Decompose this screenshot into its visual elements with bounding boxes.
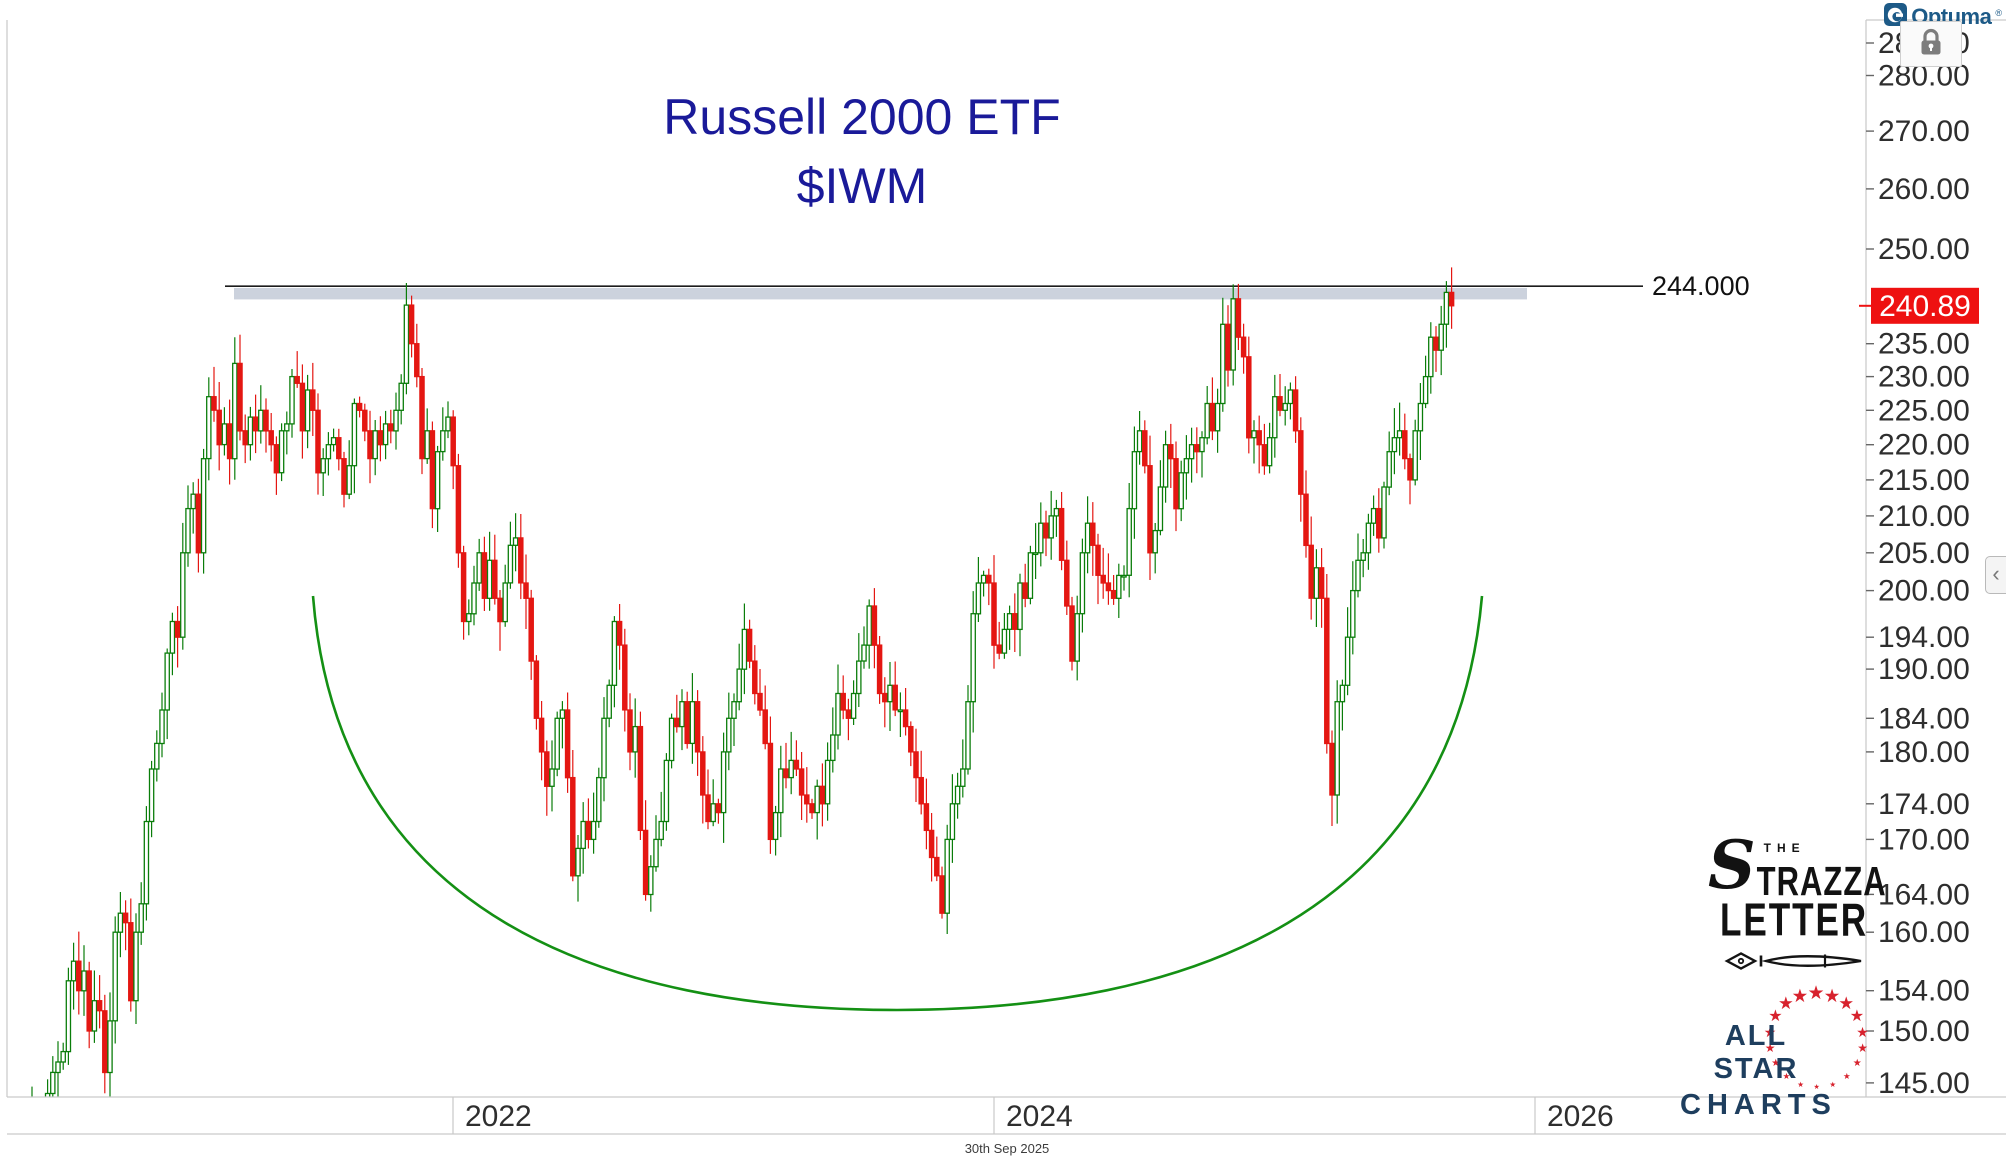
- star-icon: ★: [1807, 982, 1825, 1004]
- svg-text:164.00: 164.00: [1878, 878, 1970, 911]
- star-icon: ★: [1791, 984, 1809, 1006]
- chart-borders: [6, 19, 2006, 1135]
- svg-text:2024: 2024: [1006, 1100, 1073, 1133]
- axis-lock-button[interactable]: [1900, 21, 1962, 67]
- resistance-label: 244.000: [1652, 271, 1750, 301]
- svg-text:260.00: 260.00: [1878, 173, 1970, 206]
- allstar-line1: ALL STAR: [1713, 1020, 1799, 1085]
- footer-date: 30th Sep 2025: [964, 1141, 1050, 1156]
- star-icon: ★: [1852, 1057, 1862, 1069]
- last-price-badge: [1871, 287, 1979, 324]
- resistance-zone-band: [234, 288, 1527, 300]
- strazza-letter-logo: S THE TRAZZA LETTER: [1688, 826, 1886, 979]
- star-icon: ★: [1849, 1007, 1865, 1025]
- svg-text:154.00: 154.00: [1878, 975, 1970, 1008]
- star-icon: ★: [1829, 1079, 1837, 1089]
- svg-text:184.00: 184.00: [1878, 702, 1970, 735]
- strazza-script-s: S: [1708, 826, 1756, 904]
- svg-text:270.00: 270.00: [1878, 115, 1970, 148]
- strazza-the: THE: [1763, 841, 1806, 855]
- cup-annotation[interactable]: [311, 595, 1484, 1012]
- star-icon: ★: [1857, 1041, 1869, 1056]
- star-icon: ★: [1768, 1007, 1783, 1025]
- svg-text:180.00: 180.00: [1878, 736, 1970, 769]
- star-icon: ★: [1823, 984, 1841, 1006]
- price-axis[interactable]: 286.00280.00270.00260.00250.00235.00230.…: [1859, 27, 1979, 1100]
- optuma-registered-mark: ®: [1995, 8, 2002, 18]
- star-icon: ★: [1778, 993, 1794, 1014]
- svg-text:225.00: 225.00: [1878, 394, 1970, 427]
- svg-text:230.00: 230.00: [1878, 361, 1970, 394]
- svg-text:205.00: 205.00: [1878, 537, 1970, 570]
- allstar-line2: CHARTS: [1680, 1089, 1837, 1121]
- strazza-letter-word: LETTER: [1720, 894, 1869, 946]
- star-icon: ★: [1843, 1070, 1851, 1081]
- svg-text:170.00: 170.00: [1878, 823, 1970, 856]
- svg-text:215.00: 215.00: [1878, 464, 1970, 497]
- svg-text:194.00: 194.00: [1878, 621, 1970, 654]
- svg-text:150.00: 150.00: [1878, 1015, 1970, 1048]
- svg-text:220.00: 220.00: [1878, 429, 1970, 462]
- star-icon: ★: [1856, 1023, 1869, 1040]
- strazza-caps: TRAZZA: [1756, 858, 1887, 905]
- star-icon: ★: [1763, 1023, 1777, 1040]
- star-icon: ★: [1838, 993, 1855, 1014]
- svg-text:250.00: 250.00: [1878, 233, 1970, 266]
- svg-text:200.00: 200.00: [1878, 575, 1970, 608]
- star-icon: ★: [1764, 1041, 1776, 1056]
- all-star-charts-logo: ★ ★ ★ ★ ★ ★ ★ ★ ★ ★ ★ ★ ★ ★ ★ ★ ★ ★ ALL STAR CHARTS: [1680, 960, 1895, 1122]
- time-axis[interactable]: 2022 2024 2026: [452, 1097, 1614, 1134]
- svg-text:190.00: 190.00: [1878, 653, 1970, 686]
- optuma-logo-icon: [1884, 3, 1908, 31]
- chart-title: Russell 2000 ETF $IWM: [562, 83, 1162, 221]
- candlesticks: [31, 267, 1455, 1097]
- star-icon: ★: [1782, 1070, 1791, 1081]
- star-icon: ★: [1771, 1057, 1781, 1069]
- svg-text:210.00: 210.00: [1878, 500, 1970, 533]
- chevron-left-icon: ‹: [1992, 561, 2000, 586]
- svg-text:174.00: 174.00: [1878, 788, 1970, 821]
- star-icon: ★: [1813, 1083, 1820, 1091]
- svg-text:145.00: 145.00: [1878, 1067, 1970, 1100]
- svg-text:2022: 2022: [465, 1100, 532, 1133]
- svg-text:2026: 2026: [1547, 1100, 1614, 1133]
- lock-icon: [1918, 27, 1944, 62]
- svg-text:160.00: 160.00: [1878, 916, 1970, 949]
- last-price-label: 240.89: [1879, 290, 1971, 323]
- svg-text:235.00: 235.00: [1878, 328, 1970, 361]
- panel-collapse-button[interactable]: ‹: [1985, 556, 2006, 594]
- pen-icon: [1724, 948, 1883, 979]
- star-icon: ★: [1797, 1079, 1804, 1089]
- chart-title-symbol: $IWM: [796, 158, 928, 214]
- chart-title-line1: Russell 2000 ETF: [663, 89, 1061, 145]
